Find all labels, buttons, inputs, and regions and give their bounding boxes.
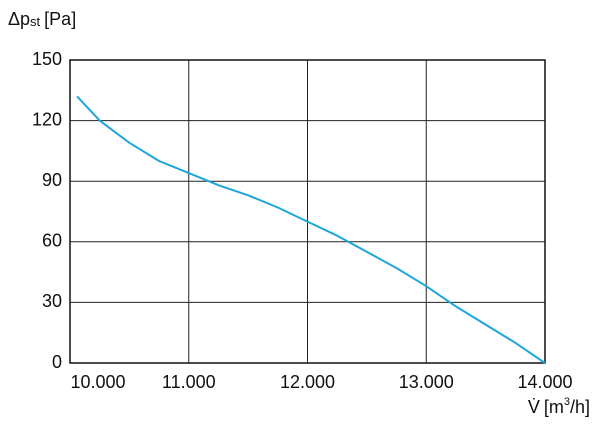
y-tick-label: 60 — [42, 231, 62, 251]
x-tick-label: 12.000 — [280, 372, 335, 392]
x-tick-label: 14.000 — [517, 372, 572, 392]
y-tick-label: 30 — [42, 291, 62, 311]
y-axis-label: Δpst [Pa] — [8, 9, 76, 30]
plot-frame — [69, 59, 546, 364]
x-tick-label: 11.000 — [162, 372, 216, 392]
y-tick-label: 150 — [32, 49, 62, 69]
x-tick-label: 13.000 — [399, 372, 454, 392]
y-tick-label: 90 — [42, 170, 62, 190]
curve — [76, 95, 546, 364]
x-tick-label: 10.000 — [70, 372, 125, 392]
y-tick-label: 120 — [32, 109, 62, 129]
y-tick-label: 0 — [52, 352, 62, 372]
x-axis-label: V̇ [m3/h] — [528, 396, 590, 417]
